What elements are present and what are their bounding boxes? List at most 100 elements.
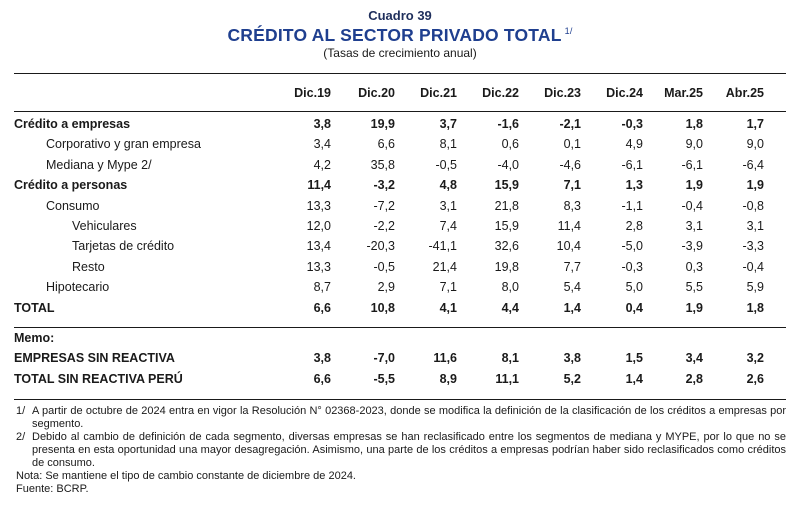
cell-value: 35,8 (370, 157, 395, 172)
cell-value: 4,2 (313, 157, 331, 172)
cell-value: 11,6 (433, 351, 457, 366)
note-line: Nota: Se mantiene el tipo de cambio cons… (16, 470, 786, 483)
row-label: Vehiculares (72, 219, 137, 234)
cell-pad (764, 348, 786, 368)
cell-value: -4,6 (559, 157, 581, 172)
cell-value: 1,9 (746, 178, 764, 193)
header-rule (14, 111, 786, 112)
column-header: Dic.20 (358, 85, 395, 100)
cell-value: 2,6 (746, 371, 764, 386)
cell-value: 3,1 (685, 219, 703, 234)
cell-pad (764, 257, 786, 277)
cell-value: 7,4 (439, 219, 457, 234)
cell-value: 5,0 (625, 280, 643, 295)
cell-value: 8,3 (563, 198, 581, 213)
cell-pad (764, 196, 786, 216)
column-header: Dic.19 (294, 85, 331, 100)
cell-value: 5,2 (563, 371, 581, 386)
cell-value: 7,7 (563, 259, 581, 274)
table-row: Corporativo y gran empresa 3,4 6,6 8,1 0,6 0,… (14, 134, 786, 154)
cell-value: -2,1 (559, 117, 581, 131)
column-header-blank (14, 76, 269, 110)
cell-value: 21,8 (494, 198, 519, 213)
cell-value: -0,8 (742, 198, 764, 213)
cell-value: -6,1 (681, 157, 703, 172)
spacer-cell (14, 318, 786, 328)
table-row: Consumo 13,3 -7,2 3,1 21,8 8,3 -1,1 -0,4 -0,8 (14, 196, 786, 216)
note-text: Nota: Se mantiene el tipo de cambio cons… (16, 470, 356, 482)
cell-value: 7,1 (439, 280, 457, 295)
cell-value: -0,3 (621, 117, 643, 131)
cell-value: 3,8 (313, 117, 331, 131)
cell-value: 1,9 (685, 178, 703, 193)
cell-value: 1,4 (625, 371, 643, 386)
source-text: Fuente: BCRP. (16, 483, 89, 495)
footnote-mark: 2/ (16, 431, 26, 443)
row-label: Corporativo y gran empresa (46, 137, 201, 152)
cell-value: 11,1 (495, 371, 519, 386)
cell-value: 3,1 (746, 219, 764, 234)
cell-value: 1,5 (625, 351, 643, 366)
cell-value: -0,4 (681, 198, 703, 213)
cell-value: 15,9 (494, 178, 519, 193)
column-header-row: Dic.19 Dic.20 Dic.21 Dic.22 Dic.23 Dic.24 Mar.… (14, 76, 786, 110)
row-label: TOTAL (14, 300, 55, 315)
table-row: Vehiculares 12,0 -2,2 7,4 15,9 11,4 2,8 3,1 3,1 (14, 216, 786, 236)
cell-value: -3,9 (681, 239, 703, 254)
cell-value: 10,4 (556, 239, 581, 254)
cell-value: 3,8 (563, 351, 581, 366)
column-header: Dic.24 (606, 85, 643, 100)
cell-value: 1,4 (563, 300, 581, 315)
cell-value: -1,1 (621, 198, 643, 213)
table-row: Tarjetas de crédito 13,4 -20,3 -41,1 32,6 10,… (14, 236, 786, 256)
cell-value: -2,2 (373, 219, 395, 234)
cell-value: 1,8 (685, 117, 703, 131)
cell-value: 1,8 (746, 300, 764, 315)
footnote-mark: 1/ (16, 405, 26, 417)
cell-value: 6,6 (377, 137, 395, 152)
cell-value: -7,2 (373, 198, 395, 213)
page-title: CRÉDITO AL SECTOR PRIVADO TOTAL 1/ (0, 25, 800, 46)
row-label: TOTAL SIN REACTIVA PERÚ (14, 371, 183, 386)
cell-value: 5,9 (746, 280, 764, 295)
cell-value: 3,4 (313, 137, 331, 152)
cell-value: 10,8 (370, 300, 395, 315)
cell-value: 4,4 (501, 300, 519, 315)
row-label: Mediana y Mype 2/ (46, 157, 152, 172)
cell-value: 3,7 (439, 117, 457, 131)
cell-value: -0,5 (435, 157, 457, 172)
cell-value: -3,2 (373, 178, 395, 193)
cell-value: 6,6 (313, 371, 331, 386)
cell-value: -3,3 (742, 239, 764, 254)
cell-value: 3,1 (439, 198, 457, 213)
cell-value: 0,6 (501, 137, 519, 152)
cell-value: 0,3 (685, 259, 703, 274)
row-label: Resto (72, 259, 105, 274)
column-header: Dic.22 (482, 85, 519, 100)
bottom-rule (14, 399, 786, 400)
row-label: Consumo (46, 198, 100, 213)
cell-value: 5,4 (563, 280, 581, 295)
cell-value: 0,1 (563, 137, 581, 152)
footnote-1: 1/A partir de octubre de 2024 entra en v… (16, 405, 786, 431)
cell-pad (764, 369, 786, 389)
cell-value: 2,8 (625, 219, 643, 234)
spacer-row (14, 318, 786, 328)
cell-value: 12,0 (306, 219, 331, 234)
cell-value: 19,8 (494, 259, 519, 274)
cell-value: -41,1 (428, 239, 458, 254)
cell-pad (764, 134, 786, 154)
row-label: Crédito a empresas (14, 117, 131, 131)
cell-value: 19,9 (370, 117, 395, 131)
cell-value: -6,4 (742, 157, 764, 172)
table-row: Crédito a empresas 3,8 19,9 3,7 -1,6 -2,1 -0,3… (14, 114, 786, 134)
cell-pad (764, 277, 786, 297)
cell-value: 8,1 (439, 137, 457, 152)
row-label: Hipotecario (46, 280, 110, 295)
cell-value: 13,4 (306, 239, 331, 254)
cell-value: 9,0 (746, 137, 764, 152)
cell-value: -0,5 (373, 259, 395, 274)
table-row: TOTAL 6,6 10,8 4,1 4,4 1,4 0,4 1,9 1,8 (14, 298, 786, 318)
table-row: Crédito a personas 11,4 -3,2 4,8 15,9 7,1 1,3 1… (14, 175, 786, 195)
footnote-text: Debido al cambio de definición de cada s… (32, 431, 786, 469)
